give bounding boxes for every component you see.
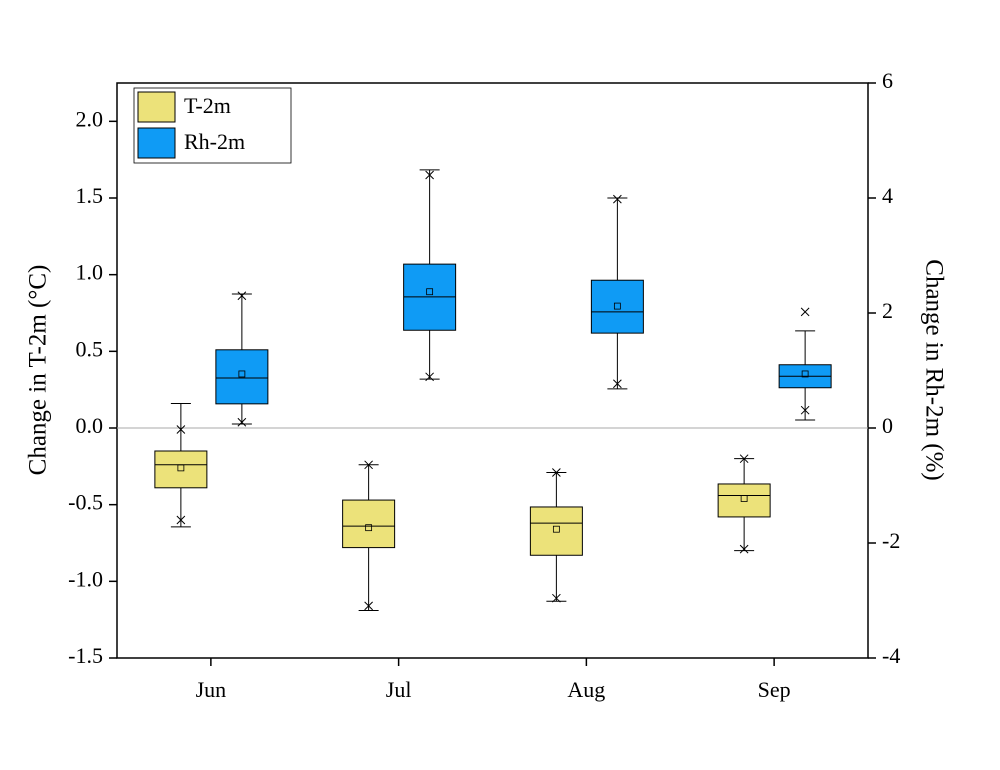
y-tick-label: 0.0 bbox=[76, 413, 104, 438]
legend-label: Rh-2m bbox=[184, 129, 245, 154]
y2-tick-label: 4 bbox=[882, 183, 893, 208]
y-tick-label: 1.0 bbox=[76, 260, 104, 285]
legend-swatch bbox=[137, 91, 176, 123]
extreme-marker bbox=[237, 417, 247, 427]
extreme-marker bbox=[552, 468, 561, 477]
x-tick-label: Sep bbox=[758, 677, 791, 702]
extreme-marker bbox=[739, 454, 749, 464]
y2-axis-title: Change in Rh-2m (%) bbox=[920, 259, 947, 480]
mean bbox=[801, 370, 809, 378]
y-tick-label: 2.0 bbox=[76, 106, 104, 131]
plot-frame bbox=[116, 82, 869, 659]
y-tick-label: -0.5 bbox=[68, 490, 103, 515]
box bbox=[154, 450, 208, 489]
extreme-marker bbox=[613, 379, 622, 389]
y2-tick-label: -4 bbox=[882, 643, 900, 668]
extreme-marker bbox=[613, 194, 622, 204]
extreme-marker bbox=[176, 515, 186, 525]
y2-tick-label: -2 bbox=[882, 528, 900, 553]
y-tick-label: -1.0 bbox=[68, 566, 103, 591]
extreme-marker bbox=[800, 307, 810, 317]
y-tick-label: -1.5 bbox=[68, 643, 103, 668]
y2-tick-label: 6 bbox=[882, 68, 893, 93]
extreme-marker bbox=[552, 593, 561, 603]
y-tick-label: 0.5 bbox=[76, 336, 104, 361]
extreme-marker bbox=[425, 372, 434, 382]
mean bbox=[177, 464, 185, 472]
y2-tick-label: 0 bbox=[882, 413, 893, 438]
extreme-marker bbox=[176, 425, 186, 434]
mean bbox=[613, 302, 621, 310]
legend-label: T-2m bbox=[184, 93, 231, 118]
mean bbox=[365, 524, 373, 532]
box bbox=[342, 499, 396, 549]
mean bbox=[426, 288, 434, 296]
x-tick-label: Aug bbox=[567, 677, 605, 702]
mean bbox=[740, 495, 748, 502]
x-tick-label: Jul bbox=[386, 677, 412, 702]
box bbox=[717, 483, 771, 518]
extreme-marker bbox=[739, 544, 749, 554]
box bbox=[529, 506, 583, 556]
y2-tick-label: 2 bbox=[882, 298, 893, 323]
mean bbox=[552, 525, 560, 533]
extreme-marker bbox=[364, 460, 373, 470]
extreme-marker bbox=[237, 291, 247, 301]
mean bbox=[238, 370, 246, 378]
extreme-marker bbox=[800, 405, 810, 415]
box bbox=[590, 279, 644, 334]
extreme-marker bbox=[425, 170, 434, 180]
y-tick-label: 1.5 bbox=[76, 183, 104, 208]
y-axis-title: Change in T-2m (°C) bbox=[25, 265, 52, 476]
extreme-marker bbox=[364, 601, 373, 611]
legend-swatch bbox=[137, 127, 176, 159]
x-tick-label: Jun bbox=[196, 677, 227, 702]
